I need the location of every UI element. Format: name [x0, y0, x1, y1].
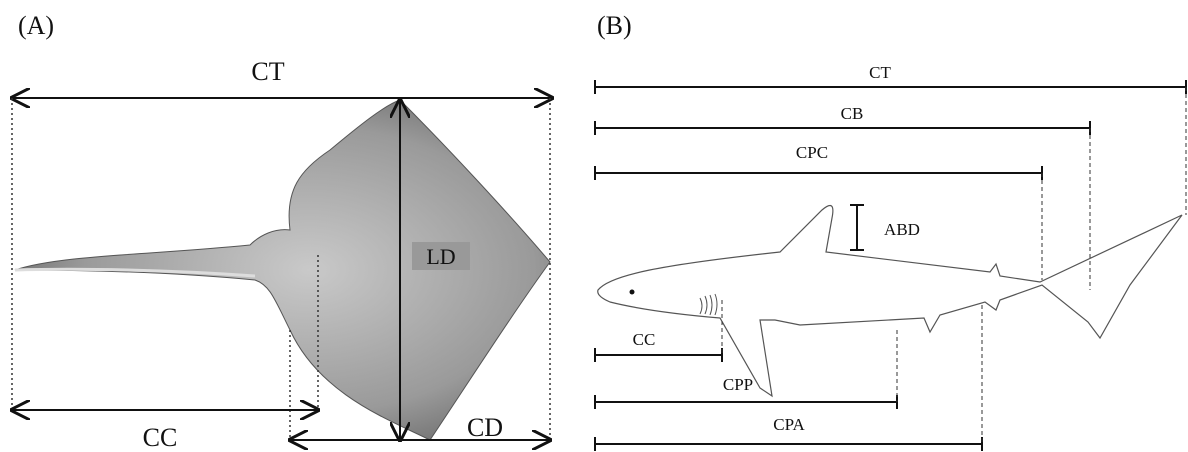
label-cpa: CPA	[773, 415, 805, 434]
label-cb: CB	[841, 104, 864, 123]
panel-label: (A)	[18, 11, 54, 40]
figure: (A) CT LD CC CD (B)	[0, 0, 1188, 452]
panel-label: (B)	[597, 11, 632, 40]
label-ct: CT	[869, 63, 891, 82]
label-ld: LD	[426, 244, 455, 269]
panel-a: (A) CT LD CC CD	[12, 11, 552, 452]
label-ct: CT	[251, 57, 284, 86]
label-abd: ABD	[884, 220, 920, 239]
label-cc: CC	[633, 330, 656, 349]
label-cpc: CPC	[796, 143, 828, 162]
shark-eye	[630, 290, 635, 295]
label-cc: CC	[143, 423, 178, 452]
label-cd: CD	[467, 413, 503, 442]
label-cpp: CPP	[723, 375, 753, 394]
panel-b: (B) CT CB CPC ABD CC CPP CPA	[595, 11, 1186, 451]
